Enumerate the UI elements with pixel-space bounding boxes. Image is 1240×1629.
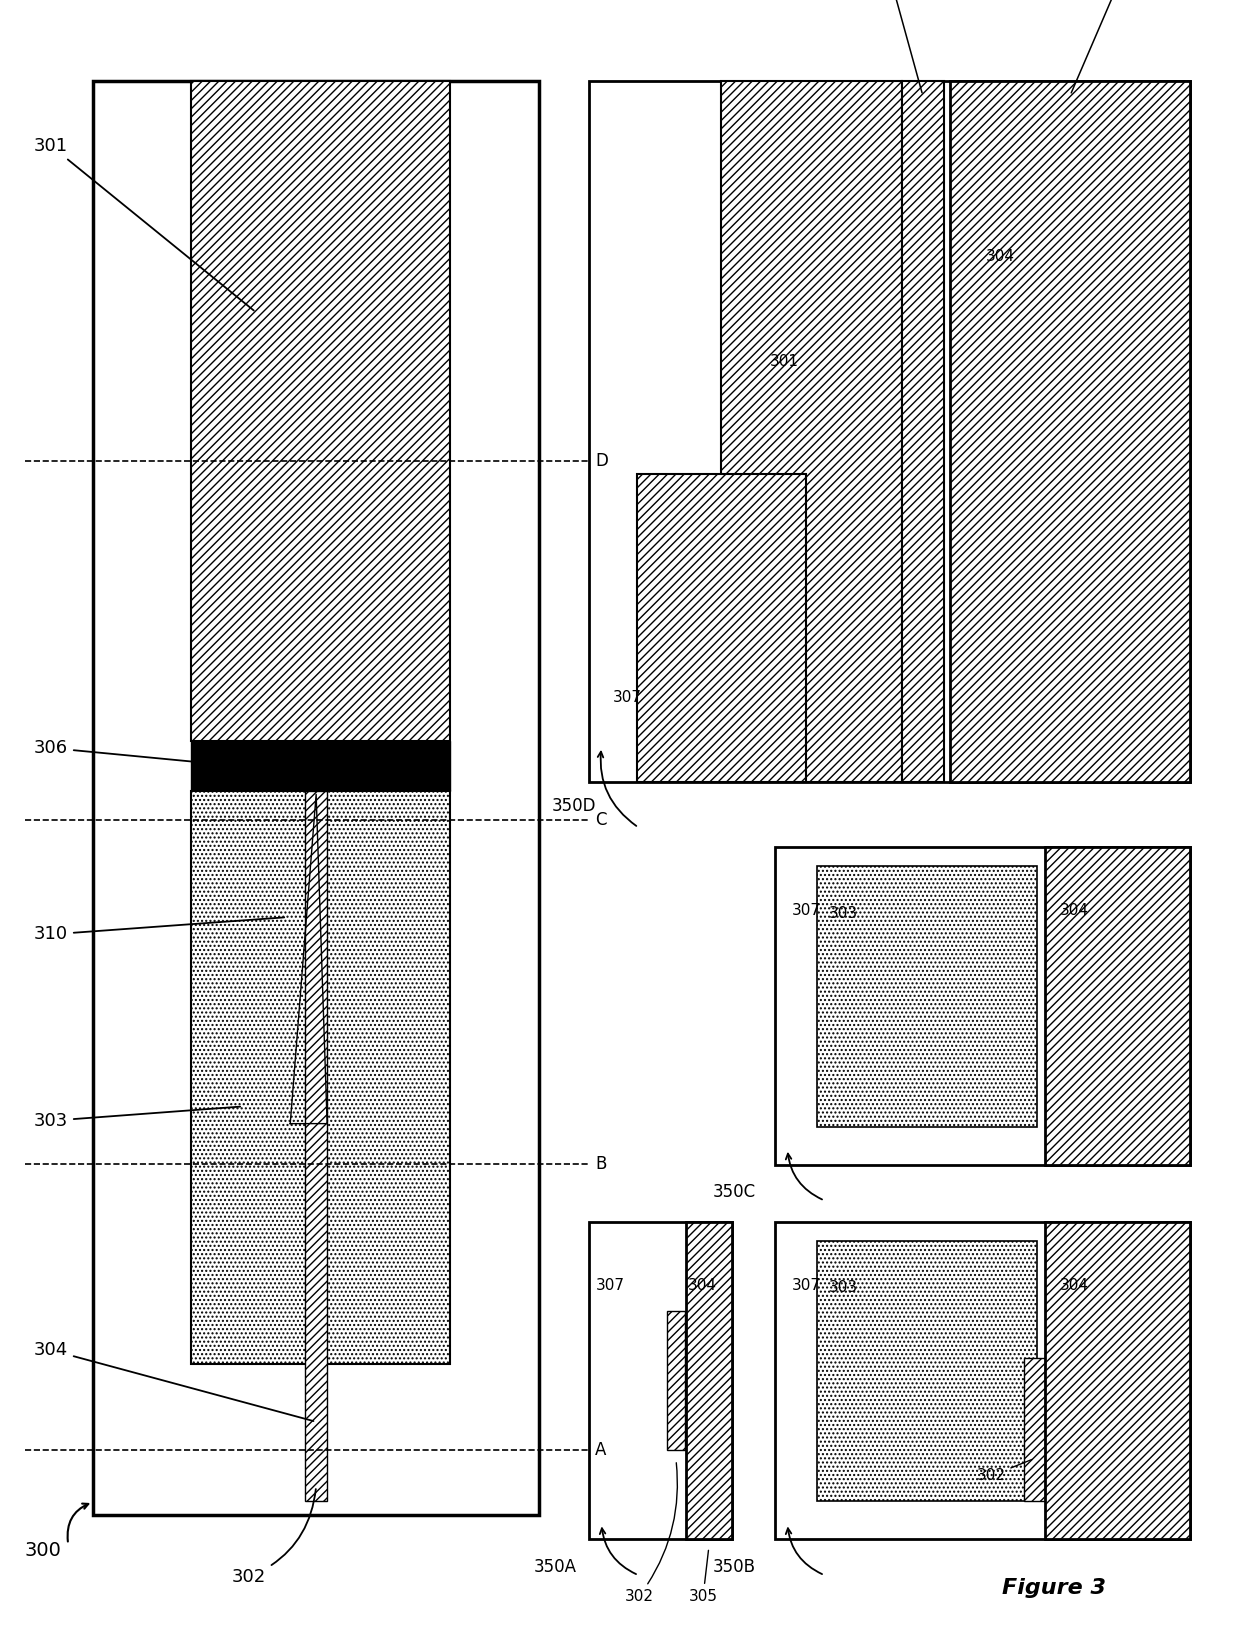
Text: 350C: 350C bbox=[713, 1183, 756, 1202]
Text: 303: 303 bbox=[830, 1280, 858, 1295]
Text: 307: 307 bbox=[791, 902, 821, 919]
Bar bbox=[1045, 1222, 1190, 1539]
Text: 301: 301 bbox=[33, 137, 254, 311]
Bar bbox=[1024, 1359, 1045, 1502]
Text: 304: 304 bbox=[1059, 902, 1089, 919]
Bar bbox=[722, 81, 901, 782]
Bar bbox=[816, 867, 1037, 1127]
Text: 303: 303 bbox=[830, 906, 858, 920]
Text: 350B: 350B bbox=[713, 1557, 756, 1577]
Bar bbox=[686, 1222, 732, 1539]
Text: 302A: 302A bbox=[870, 0, 923, 93]
Text: Figure 3: Figure 3 bbox=[1002, 1579, 1106, 1598]
Bar bbox=[775, 847, 1190, 1165]
Bar bbox=[191, 81, 450, 741]
Bar bbox=[589, 81, 1190, 782]
Bar bbox=[589, 1222, 732, 1539]
Text: 350A: 350A bbox=[533, 1557, 577, 1577]
Text: 301: 301 bbox=[770, 353, 799, 370]
Bar bbox=[816, 1241, 1037, 1502]
Bar bbox=[901, 81, 944, 782]
Text: 302: 302 bbox=[977, 1460, 1032, 1484]
Text: B: B bbox=[595, 1155, 606, 1173]
Text: 350D: 350D bbox=[552, 797, 596, 816]
Text: 304: 304 bbox=[986, 249, 1014, 264]
Text: 307: 307 bbox=[596, 1277, 625, 1293]
Bar bbox=[93, 81, 539, 1515]
Text: A: A bbox=[595, 1442, 606, 1460]
Text: D: D bbox=[595, 453, 608, 471]
Bar bbox=[637, 474, 806, 782]
Text: 302: 302 bbox=[232, 1489, 316, 1587]
Bar bbox=[950, 81, 1190, 782]
Bar bbox=[305, 792, 327, 1500]
Text: 307: 307 bbox=[791, 1277, 821, 1293]
Bar bbox=[1045, 847, 1190, 1165]
Bar bbox=[775, 1222, 1190, 1539]
Text: 310: 310 bbox=[33, 917, 284, 943]
Text: 303: 303 bbox=[33, 1106, 241, 1131]
Text: 307: 307 bbox=[613, 691, 642, 705]
Text: 306: 306 bbox=[33, 740, 236, 766]
Text: 302: 302 bbox=[625, 1463, 677, 1605]
Text: 300: 300 bbox=[25, 1541, 62, 1561]
Bar bbox=[191, 741, 450, 792]
Text: 304: 304 bbox=[1059, 1277, 1089, 1293]
Bar bbox=[667, 1311, 684, 1450]
Text: 304: 304 bbox=[33, 1341, 314, 1420]
Text: 305: 305 bbox=[688, 1551, 718, 1605]
Text: 305: 305 bbox=[1071, 0, 1132, 93]
Text: 304: 304 bbox=[688, 1277, 717, 1293]
Bar bbox=[191, 792, 450, 1365]
Text: C: C bbox=[595, 811, 606, 829]
